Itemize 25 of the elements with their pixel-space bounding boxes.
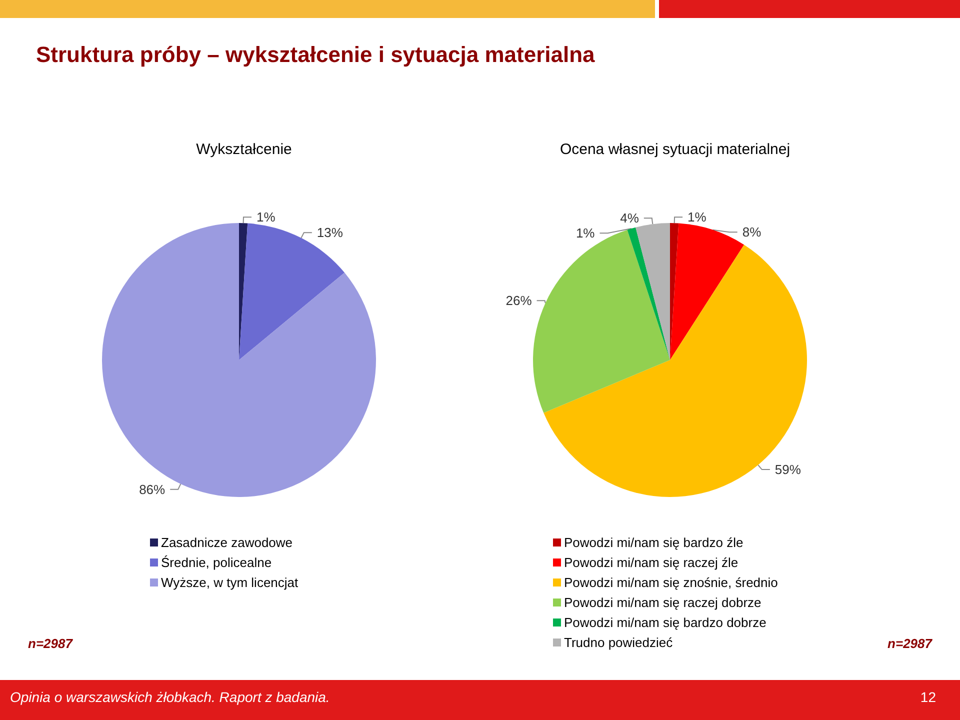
chart-title: Ocena własnej sytuacji materialnej [560, 141, 790, 158]
data-label: 4% [620, 210, 640, 226]
legend-label: Powodzi mi/nam się raczej dobrze [564, 595, 762, 610]
legend-label: Średnie, policealne [161, 555, 272, 570]
data-label: 1% [256, 210, 276, 225]
legend-label: Zasadnicze zawodowe [161, 535, 293, 550]
data-label: 86% [139, 482, 166, 497]
text: n=2987 [28, 636, 72, 651]
legend-label: Powodzi mi/nam się bardzo źle [564, 535, 744, 550]
data-label: 8% [742, 224, 762, 240]
legend-label: Powodzi mi/nam się bardzo dobrze [564, 615, 766, 630]
data-label: 1% [576, 226, 596, 241]
text: Opinia o warszawskich żłobkach. Raport z badania. [10, 689, 330, 705]
data-label: 26% [506, 293, 532, 308]
text: 12 [920, 689, 936, 705]
text: n=2987 [888, 636, 932, 651]
legend-label: Wyższe, w tym licencjat [161, 575, 299, 590]
legend-label: Trudno powiedzieć [564, 635, 674, 650]
text: Struktura próby – wykształcenie i sytuacja materialna [36, 42, 595, 68]
data-label: 13% [316, 225, 344, 240]
legend-label: Powodzi mi/nam się znośnie, średnio [564, 575, 778, 590]
chart-title: Wykształcenie [196, 141, 292, 158]
data-label: 59% [774, 462, 802, 478]
legend-label: Powodzi mi/nam się raczej źle [564, 555, 738, 570]
data-label: 1% [688, 210, 707, 225]
